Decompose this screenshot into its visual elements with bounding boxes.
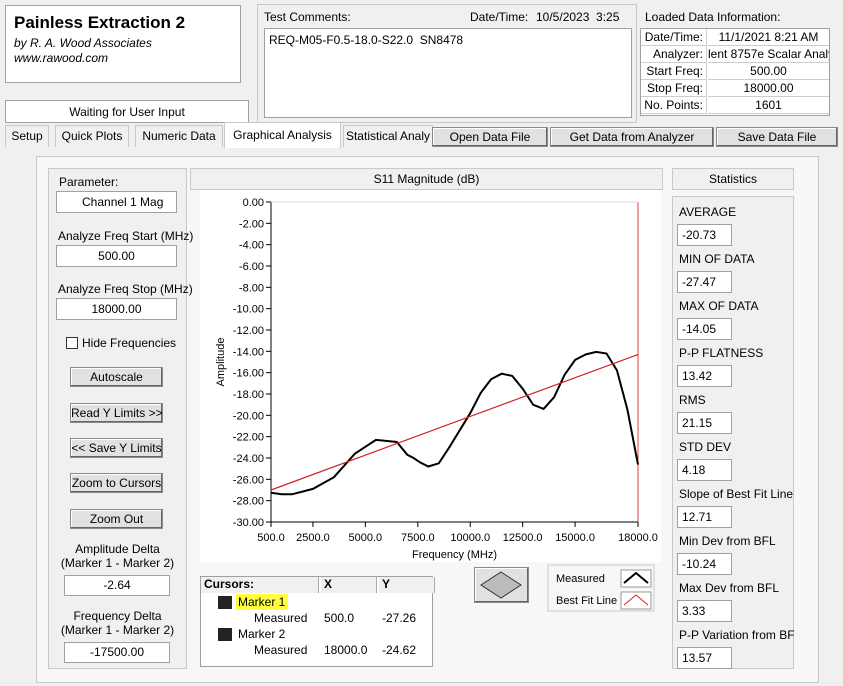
datetime: 10/5/2023 3:25 [536,10,620,24]
stat-label: P-P Variation from BF [679,628,795,642]
status-box: Waiting for User Input [5,100,249,123]
stat-value: 3.33 [677,600,732,622]
stat-value: -14.05 [677,318,732,340]
param-label: Parameter: [59,175,119,189]
info-label: Start Freq: [641,63,707,80]
cursor-plot: Measured [254,611,308,625]
cursor-header: X [321,577,377,593]
amp-value: -2.64 [64,575,170,596]
button[interactable]: Get Data from Analyzer [550,127,714,147]
info-value: lent 8757e Scalar Analy [708,47,829,63]
button[interactable]: Open Data File [432,127,548,147]
info-value: 18000.00 [708,80,829,97]
stat-value: -10.24 [677,553,732,575]
stat-value: -27.47 [677,271,732,293]
stop-input[interactable]: 18000.00 [56,298,177,320]
cursor-y: -24.62 [382,643,417,657]
cursor-y: -27.26 [382,611,417,625]
info-label: Stop Freq: [641,80,707,97]
cursor-x: 18000.0 [324,643,368,657]
param-select[interactable]: Channel 1 Mag [56,191,177,213]
stat-label: Slope of Best Fit Line [679,487,794,501]
chart-header: S11 Magnitude (dB) [190,168,663,190]
tab[interactable]: Graphical Analysis [224,122,341,148]
stat-label: Min Dev from BFL [679,534,776,548]
start-label: Analyze Freq Start (MHz) [58,229,194,243]
cursor-header: Cursors: [201,577,319,593]
cursor-x: 500.0 [324,611,355,625]
comments-text[interactable]: REQ-M05-F0.5-18.0-S22.0 SN8478 [264,28,632,118]
stat-value: -20.73 [677,224,732,246]
loaded-table [640,28,830,116]
datetime-label: Date/Time: [470,10,529,24]
stat-label: P-P FLATNESS [679,346,764,360]
stat-label: MAX OF DATA [679,299,759,313]
info-value: 500.00 [708,63,829,80]
cursor-icon [218,628,232,641]
freq-label: Frequency Delta (Marker 1 - Marker 2) [60,609,175,637]
cursor-marker[interactable]: Marker 2 [238,627,286,641]
stat-value: 12.71 [677,506,732,528]
header-box [5,5,241,83]
freq-value: -17500.00 [64,642,170,663]
stop-label: Analyze Freq Stop (MHz) [58,282,193,296]
amp-label: Amplitude Delta (Marker 1 - Marker 2) [60,542,175,570]
stat-label: Max Dev from BFL [679,581,780,595]
cursor-header: Y [379,577,435,593]
tab[interactable]: Statistical Analy [343,125,433,147]
cursor-icon [218,596,232,609]
tab[interactable]: Numeric Data [135,125,223,147]
cursor-marker[interactable]: Marker 1 [236,594,288,610]
stat-value: 4.18 [677,459,732,481]
button[interactable]: Zoom Out [70,509,163,529]
stats-header: Statistics [672,168,794,190]
stat-label: STD DEV [679,440,732,454]
stat-value: 21.15 [677,412,732,434]
checkbox-label: Hide Frequencies [82,336,177,350]
tab[interactable]: Quick Plots [55,125,129,147]
info-label: Date/Time: [641,29,707,46]
stat-value: 13.42 [677,365,732,387]
checkbox[interactable] [66,337,78,349]
info-value: 1601 [708,97,829,114]
cursor-plot: Measured [254,643,308,657]
stat-label: AVERAGE [679,205,737,219]
app-url: www.rawood.com [14,51,109,65]
info-label: No. Points: [641,97,707,114]
info-label: Analyzer: [641,46,707,63]
comments-label: Test Comments: [264,10,351,24]
button[interactable]: Read Y Limits >> [70,403,163,423]
tab[interactable]: Setup [5,125,49,147]
stat-label: MIN OF DATA [679,252,755,266]
button[interactable]: Zoom to Cursors [70,473,163,493]
info-value: 11/1/2021 8:21 AM [708,29,829,46]
start-input[interactable]: 500.00 [56,245,177,267]
stat-label: RMS [679,393,706,407]
button[interactable]: << Save Y Limits [70,438,163,458]
app-title: Painless Extraction 2 [14,13,186,32]
app-by: by R. A. Wood Associates [14,36,152,50]
move-button[interactable] [474,567,529,603]
loaded-title: Loaded Data Information: [645,10,781,24]
button[interactable]: Save Data File [716,127,838,147]
button[interactable]: Autoscale [70,367,163,387]
stat-value: 13.57 [677,647,732,669]
